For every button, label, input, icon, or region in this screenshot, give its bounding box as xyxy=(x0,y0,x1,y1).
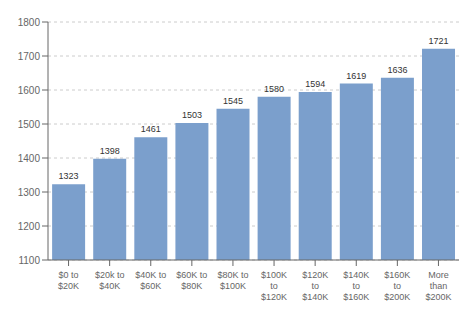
svg-text:1500: 1500 xyxy=(18,119,41,130)
svg-text:1800: 1800 xyxy=(18,17,41,28)
svg-text:1636: 1636 xyxy=(387,65,407,75)
svg-text:1721: 1721 xyxy=(428,36,448,46)
svg-text:1594: 1594 xyxy=(305,79,325,89)
svg-text:$0 to$20K: $0 to$20K xyxy=(58,270,79,291)
svg-text:1503: 1503 xyxy=(182,110,202,120)
svg-text:$40K to$60K: $40K to$60K xyxy=(135,270,166,291)
svg-text:1545: 1545 xyxy=(223,96,243,106)
svg-text:1700: 1700 xyxy=(18,51,41,62)
svg-text:1100: 1100 xyxy=(18,255,40,266)
svg-text:$60K to$80K: $60K to$80K xyxy=(176,270,207,291)
svg-text:1400: 1400 xyxy=(18,153,41,164)
svg-text:$80K to$100K: $80K to$100K xyxy=(217,270,248,291)
svg-text:$100Kto$120K: $100Kto$120K xyxy=(261,270,287,302)
svg-text:1323: 1323 xyxy=(59,171,79,181)
svg-text:$140Kto$160K: $140Kto$160K xyxy=(343,270,369,302)
svg-text:$20k to$40K: $20k to$40K xyxy=(95,270,125,291)
svg-text:$120Kto$140K: $120Kto$140K xyxy=(302,270,328,302)
svg-text:1619: 1619 xyxy=(346,71,366,81)
svg-text:1200: 1200 xyxy=(18,221,41,232)
svg-text:1300: 1300 xyxy=(18,187,41,198)
svg-text:1461: 1461 xyxy=(141,124,161,134)
svg-text:$160Kto$200K: $160Kto$200K xyxy=(384,270,410,302)
svg-text:1580: 1580 xyxy=(264,84,284,94)
svg-text:Morethan$200K: Morethan$200K xyxy=(425,270,451,302)
svg-text:1600: 1600 xyxy=(18,85,41,96)
svg-text:1398: 1398 xyxy=(100,146,120,156)
